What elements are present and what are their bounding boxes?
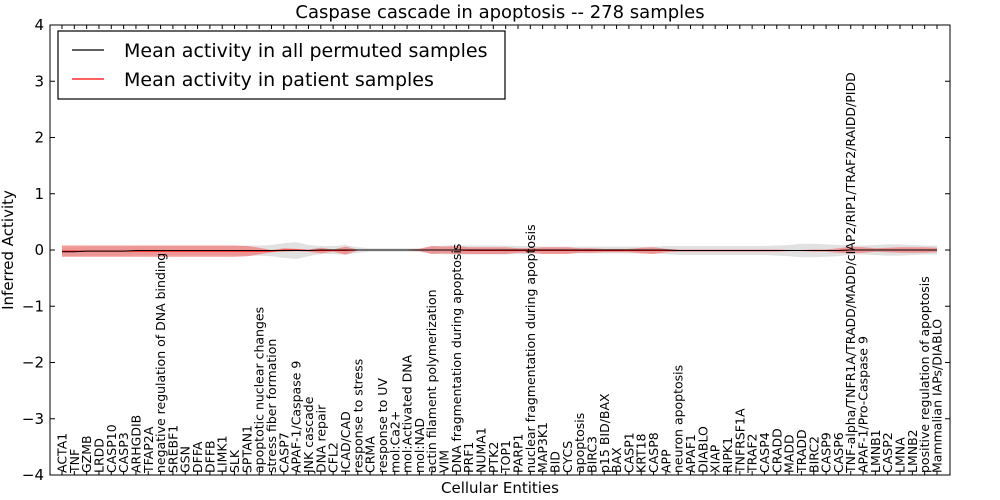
x-tick-label-apaf-1-pro-caspase-9: APAF-1/Pro-Caspase 9 (856, 336, 871, 473)
x-tick-label-madd: MADD (782, 434, 797, 473)
x-tick-label-jnk-cascade: JNK cascade (301, 396, 316, 474)
y-tick-label: −3 (22, 410, 44, 428)
x-tick-label-apoptosis: apoptosis (572, 413, 587, 473)
plot-area: −4 −3 −2 −1 0 1 2 3 4 ACTA1TNFGZMBLRDDCASP10CASP3… (22, 16, 951, 484)
x-tick-label-map3k1: MAP3K1 (535, 422, 550, 473)
x-tick-label-dna-fragmentation-during-apoptosis: DNA fragmentation during apoptosis (449, 244, 464, 473)
legend-label-permuted: Mean activity in all permuted samples (124, 40, 487, 62)
x-tick-label-tnf: TNF (67, 449, 82, 474)
y-tick-label: 2 (34, 129, 44, 147)
legend-label-patient: Mean activity in patient samples (124, 69, 434, 91)
x-tick-label-lrdd: LRDD (91, 438, 106, 473)
x-tick-label-p15-bid-bax: p15 BID/BAX (597, 393, 612, 473)
x-tick-label-casp2: CASP2 (880, 432, 895, 473)
x-tick-label-lmnb2: LMNB2 (905, 429, 920, 473)
x-tick-label-dffa: DFFA (190, 441, 205, 473)
x-tick-label-nuclear-fragmentation-during-apoptosis: nuclear fragmentation during apoptosis (523, 224, 538, 473)
x-tick-label-prf1: PRF1 (461, 442, 476, 473)
x-tick-label-negative-regulation-of-dna-binding: negative regulation of DNA binding (153, 253, 168, 473)
x-tick-label-mammalian-iaps-diablo: Mammalian IAPs/DIABLO (930, 319, 945, 473)
chart-title: Caspase cascade in apoptosis -- 278 samp… (295, 2, 704, 23)
x-tick-label-krt18: KRT18 (634, 433, 649, 473)
y-tick-label: 0 (34, 241, 44, 259)
x-tick-label-lmnb1: LMNB1 (868, 429, 883, 473)
x-tick-label-ripk1: RIPK1 (720, 437, 735, 473)
x-tick-label-bid: BID (547, 451, 562, 473)
x-tick-label-tnfrsf1a: TNFRSF1A (732, 408, 747, 474)
x-tick-label-crma: CRMA (363, 436, 378, 473)
x-tick-label-srebf1: SREBF1 (165, 425, 180, 473)
x-tick-label-casp10: CASP10 (104, 424, 119, 473)
x-tick-label-parp1: PARP1 (510, 434, 525, 473)
x-tick-label-positive-regulation-of-apoptosis: positive regulation of apoptosis (917, 276, 932, 473)
x-tick-label-cfl2: CFL2 (326, 442, 341, 473)
x-tick-label-apaf-1-caspase-9: APAF-1/Caspase 9 (289, 361, 304, 473)
x-tick-label-sptan1: SPTAN1 (239, 425, 254, 473)
x-tick-label-tradd: TRADD (794, 429, 809, 474)
x-tick-label-cradd: CRADD (769, 428, 784, 473)
x-tick-label-dna-repair: DNA repair (313, 404, 328, 473)
y-tick-label: 3 (34, 72, 44, 90)
x-tick-label-stress-fiber-formation: stress fiber formation (264, 339, 279, 473)
x-tick-label-lmna: LMNA (893, 437, 908, 473)
x-tick-label-cycs: CYCS (560, 441, 575, 473)
x-tick-label-xiap: XIAP (708, 444, 723, 473)
x-tick-label-response-to-uv: response to UV (375, 378, 390, 473)
y-axis-label: Inferred Activity (0, 190, 17, 310)
x-tick-label-limk1: LIMK1 (215, 435, 230, 473)
x-tick-label-apoptotic-nuclear-changes: apoptotic nuclear changes (252, 307, 267, 473)
x-tick-label-bax: BAX (609, 447, 624, 473)
line-permuted (62, 249, 937, 253)
x-tick-label-mol-activated-dna: mol:Activated DNA (400, 354, 415, 473)
x-tick-label-casp3: CASP3 (116, 432, 131, 473)
x-tick-label-diablo: DIABLO (695, 426, 710, 473)
x-tick-label-gsn: GSN (178, 446, 193, 473)
x-tick-label-neuron-apoptosis: neuron apoptosis (671, 365, 686, 473)
x-tick-label-casp8: CASP8 (646, 432, 661, 473)
x-tick-label-birc2: BIRC2 (806, 436, 821, 473)
x-axis-label: Cellular Entities (441, 479, 559, 497)
x-tick-label-ptk2: PTK2 (486, 442, 501, 473)
x-tick-label-top1: TOP1 (498, 440, 513, 474)
x-tick-label-tnf-alpha-tnfr1a-tradd-madd-ciap2-rip1-traf2-raidd-pidd: TNF-alpha/TNFR1A/TRADD/MADD/cIAP2/RIP1/T… (843, 72, 858, 474)
x-tick-label-vim: VIM (437, 450, 452, 473)
legend: Mean activity in all permuted samples Me… (57, 30, 506, 100)
x-tick-label-apaf1: APAF1 (683, 434, 698, 473)
x-tick-label-casp1: CASP1 (621, 432, 636, 473)
x-tick-label-arhgdib: ARHGDIB (128, 415, 143, 473)
x-tick-label-mol-ca2: mol:Ca2+ (387, 411, 402, 473)
x-tick-label-slk: SLK (227, 449, 242, 473)
x-tick-label-gzmb: GZMB (79, 435, 94, 473)
y-tick-label: −1 (22, 297, 44, 315)
x-tick-label-app: APP (658, 449, 673, 473)
y-tick-label: 1 (34, 185, 44, 203)
x-tick-label-casp7: CASP7 (276, 432, 291, 473)
x-tick-label-dffb: DFFB (202, 440, 217, 473)
band-patient (62, 245, 937, 257)
y-tick-label: −2 (22, 354, 44, 372)
x-tick-label-birc3: BIRC3 (584, 436, 599, 473)
x-tick-label-casp9: CASP9 (819, 432, 834, 473)
x-tick-label-traf2: TRAF2 (745, 433, 760, 474)
x-tick-label-actin-filament-polymerization: actin filament polymerization (424, 289, 439, 473)
x-tick-label-acta1: ACTA1 (55, 433, 70, 473)
x-tick-label-icad-cad: ICAD/CAD (338, 411, 353, 473)
legend-frame (57, 30, 506, 100)
x-tick-label-casp6: CASP6 (831, 432, 846, 473)
x-tick-label-numa1: NUMA1 (474, 427, 489, 473)
x-tick-label-casp4: CASP4 (757, 432, 772, 473)
x-tick-label-response-to-stress: response to stress (350, 359, 365, 473)
y-tick-label: −4 (22, 466, 44, 484)
x-tick-label-tfap2a: TFAP2A (141, 426, 156, 474)
y-tick-label: 4 (34, 16, 44, 34)
x-tick-label-mol-nad: mol:NAD (412, 418, 427, 473)
